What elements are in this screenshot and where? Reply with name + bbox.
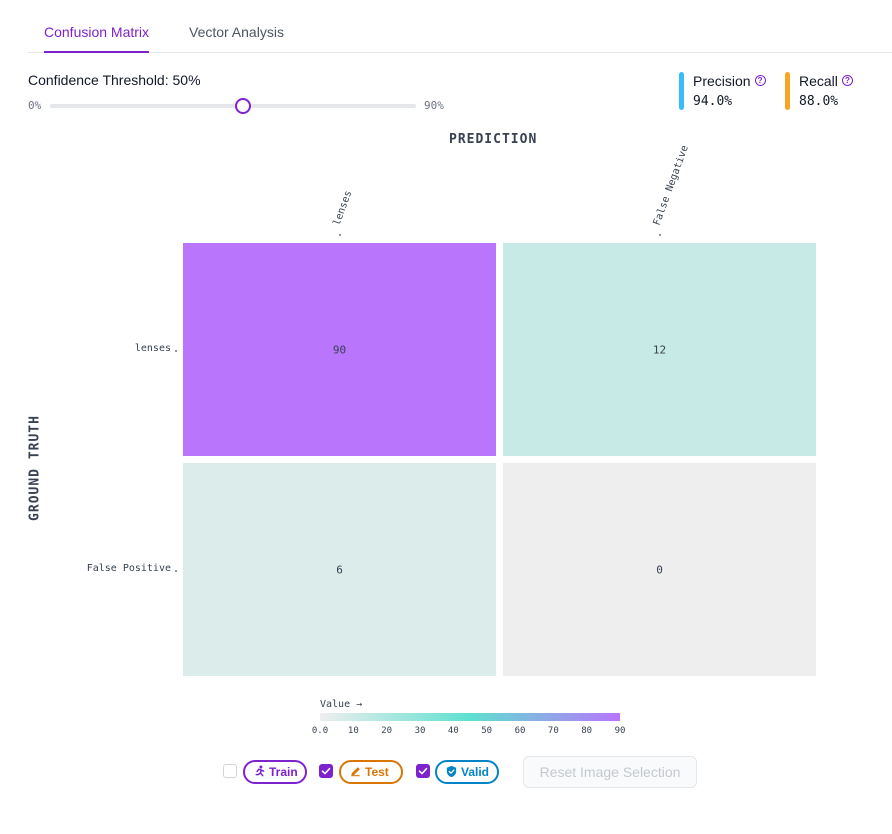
color-scale-tick-label: 20 [381, 726, 393, 736]
matrix-cell[interactable]: 12 [503, 243, 816, 456]
checkmark-icon [418, 767, 428, 775]
checkmark-icon [321, 767, 331, 775]
color-scale-tick-label: 70 [547, 726, 559, 736]
slider-max-label: 90% [424, 99, 444, 112]
color-scale-tick-label: 0.0 [311, 726, 329, 736]
cell-value-label: 0 [656, 563, 663, 576]
test-checkbox[interactable] [319, 764, 333, 778]
color-scale-tick-label: 30 [414, 726, 426, 736]
precision-label: Precision [693, 73, 751, 89]
help-circle-icon[interactable]: ? [841, 75, 853, 86]
legend-title: Value → [320, 699, 363, 710]
threshold-slider-track[interactable] [50, 104, 416, 108]
running-person-icon [255, 765, 265, 777]
train-filter-pill[interactable]: Train [243, 760, 307, 784]
color-scale-tick-label: 60 [514, 726, 526, 736]
recall-label: Recall [799, 73, 838, 89]
slider-min-label: 0% [28, 99, 42, 112]
matrix-cell[interactable]: 90 [183, 243, 496, 456]
precision-color-bar [679, 72, 684, 110]
tab-bar: Confusion Matrix Vector Analysis [28, 0, 892, 53]
column-label: False Negative [651, 144, 691, 227]
color-scale-tick-label: 10 [347, 726, 359, 736]
threshold-label: Confidence Threshold: 50% [28, 72, 201, 88]
matrix-cell[interactable]: 0 [503, 463, 816, 676]
tab-vector-analysis[interactable]: Vector Analysis [189, 24, 284, 40]
column-label: lenses [331, 189, 354, 227]
tab-confusion-matrix[interactable]: Confusion Matrix [44, 0, 150, 53]
valid-checkbox[interactable] [416, 764, 430, 778]
help-circle-icon[interactable]: ? [754, 75, 766, 86]
threshold-slider-thumb[interactable] [235, 98, 251, 114]
color-scale-tick-label: 80 [581, 726, 593, 736]
color-scale-bar [320, 713, 620, 721]
column-tick [338, 234, 341, 236]
color-scale-tick-label: 40 [447, 726, 459, 736]
color-scale-tick-label: 50 [481, 726, 493, 736]
row-label: False Positive [86, 562, 171, 574]
color-scale-tick-label: 90 [614, 726, 626, 736]
prediction-axis-title: PREDICTION [449, 132, 538, 147]
test-filter-label: Test [365, 765, 389, 779]
row-tick [175, 349, 177, 352]
cell-value-label: 90 [332, 343, 347, 356]
ground-truth-axis-title: GROUND TRUTH [27, 415, 43, 521]
valid-filter-label: Valid [461, 765, 490, 779]
train-filter-label: Train [269, 765, 298, 779]
precision-value: 94.0% [693, 94, 733, 109]
recall-value: 88.0% [799, 94, 839, 109]
train-checkbox[interactable] [223, 764, 237, 778]
test-filter-pill[interactable]: Test [339, 760, 403, 784]
row-tick [175, 569, 177, 572]
recall-color-bar [785, 72, 790, 110]
cell-value-label: 6 [336, 563, 343, 576]
matrix-cell[interactable]: 6 [183, 463, 496, 676]
cell-value-label: 12 [652, 343, 667, 356]
valid-filter-pill[interactable]: Valid [435, 760, 499, 784]
shield-check-icon [446, 765, 457, 778]
pencil-icon [351, 767, 360, 777]
row-label: lenses [134, 342, 171, 354]
column-tick [658, 234, 661, 236]
reset-image-selection-button: Reset Image Selection [523, 756, 697, 788]
